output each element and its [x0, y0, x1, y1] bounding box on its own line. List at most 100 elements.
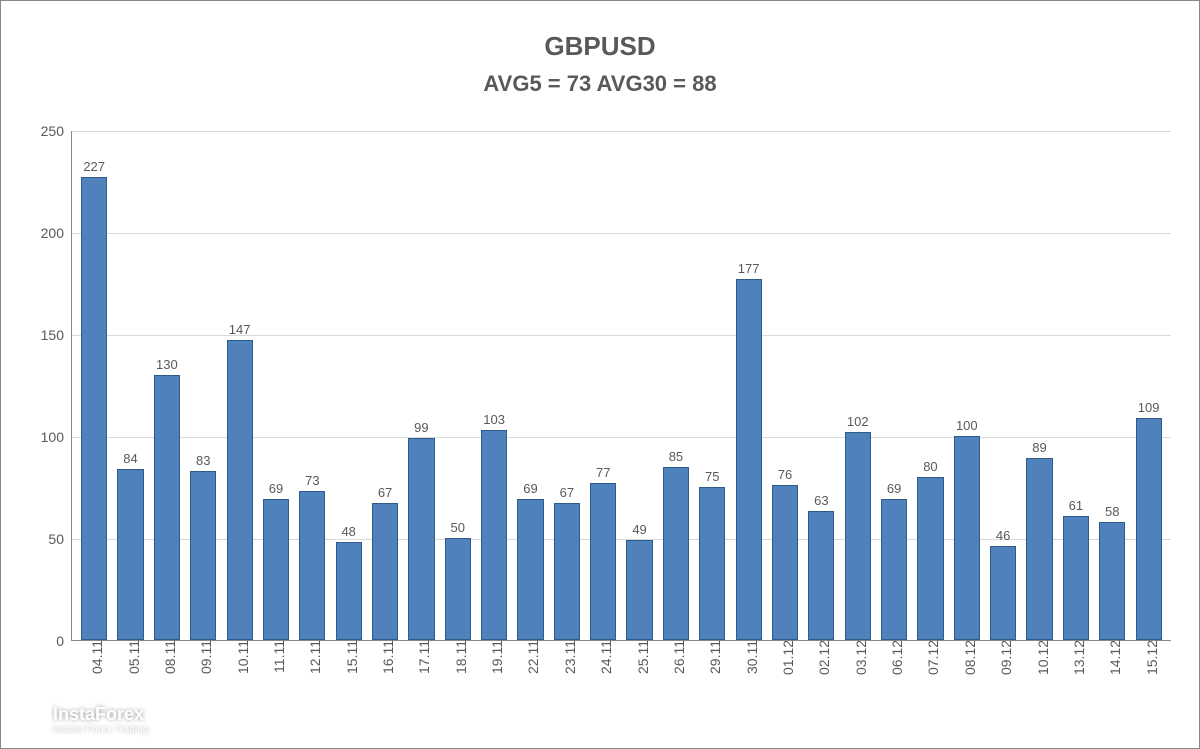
bar-group: 67	[549, 131, 585, 640]
y-tick-label: 200	[41, 225, 72, 241]
x-tick-label: 22.11	[519, 640, 541, 674]
bar	[445, 538, 471, 640]
x-tick-label: 10.11	[229, 640, 251, 674]
bar	[1136, 418, 1162, 640]
bar-group: 75	[694, 131, 730, 640]
x-tick-label: 17.11	[410, 640, 432, 674]
plot-area: 0501001502002502278413083147697348679950…	[71, 131, 1171, 641]
watermark-main-text: InstaForex	[53, 705, 149, 725]
bar	[990, 546, 1016, 640]
bar-value-label: 99	[414, 420, 428, 435]
bar-group: 46	[985, 131, 1021, 640]
bar-value-label: 80	[923, 459, 937, 474]
bar-group: 109	[1130, 131, 1166, 640]
bar-group: 77	[585, 131, 621, 640]
bar	[227, 340, 253, 640]
bar	[190, 471, 216, 640]
y-tick-label: 250	[41, 123, 72, 139]
chart-container: GBPUSD AVG5 = 73 AVG30 = 88 050100150200…	[0, 0, 1200, 749]
x-tick-label: 15.12	[1138, 640, 1160, 675]
x-tick-label: 05.11	[120, 640, 142, 674]
x-tick-label: 09.11	[192, 640, 214, 674]
bar-value-label: 50	[451, 520, 465, 535]
x-tick-label: 08.11	[156, 640, 178, 674]
x-tick-label: 23.11	[556, 640, 578, 674]
watermark: InstaForex Instant Forex Trading	[13, 704, 149, 736]
bar	[408, 438, 434, 640]
bar-value-label: 227	[83, 159, 105, 174]
bar	[336, 542, 362, 640]
bar-value-label: 67	[378, 485, 392, 500]
bar-value-label: 130	[156, 357, 178, 372]
bar-group: 69	[876, 131, 912, 640]
x-tick-label: 18.11	[447, 640, 469, 674]
bar	[808, 511, 834, 640]
bar-value-label: 67	[560, 485, 574, 500]
bar-group: 58	[1094, 131, 1130, 640]
bar	[845, 432, 871, 640]
bar	[954, 436, 980, 640]
bar-value-label: 84	[123, 451, 137, 466]
bar-value-label: 58	[1105, 504, 1119, 519]
bar	[263, 499, 289, 640]
bar	[481, 430, 507, 640]
x-tick-label: 10.12	[1029, 640, 1051, 675]
bar	[663, 467, 689, 640]
bar-group: 63	[803, 131, 839, 640]
y-tick-label: 100	[41, 429, 72, 445]
bar-value-label: 147	[229, 322, 251, 337]
bar	[299, 491, 325, 640]
bar	[1026, 458, 1052, 640]
bar-value-label: 102	[847, 414, 869, 429]
bar	[1063, 516, 1089, 640]
bar-value-label: 48	[341, 524, 355, 539]
bar-group: 84	[112, 131, 148, 640]
bar-group: 80	[912, 131, 948, 640]
bar-value-label: 89	[1032, 440, 1046, 455]
bar-group: 49	[621, 131, 657, 640]
bar	[154, 375, 180, 640]
bar-value-label: 75	[705, 469, 719, 484]
bar-value-label: 100	[956, 418, 978, 433]
x-tick-label: 15.11	[338, 640, 360, 674]
bar-value-label: 177	[738, 261, 760, 276]
bar-group: 99	[403, 131, 439, 640]
bar	[372, 503, 398, 640]
x-tick-label: 06.12	[883, 640, 905, 675]
x-tick-label: 24.11	[592, 640, 614, 674]
x-tick-label: 16.11	[374, 640, 396, 674]
y-tick-label: 150	[41, 327, 72, 343]
bar-group: 102	[840, 131, 876, 640]
bar	[772, 485, 798, 640]
x-tick-label: 13.12	[1065, 640, 1087, 675]
bar-group: 85	[658, 131, 694, 640]
bar-group: 89	[1021, 131, 1057, 640]
bar-value-label: 73	[305, 473, 319, 488]
chart-title: GBPUSD	[1, 31, 1199, 62]
bar-value-label: 85	[669, 449, 683, 464]
bar-value-label: 61	[1069, 498, 1083, 513]
bar-value-label: 69	[887, 481, 901, 496]
bar-value-label: 77	[596, 465, 610, 480]
x-tick-label: 07.12	[919, 640, 941, 675]
x-tick-label: 14.12	[1101, 640, 1123, 675]
bar-group: 76	[767, 131, 803, 640]
x-tick-label: 30.11	[738, 640, 760, 674]
x-tick-label: 29.11	[701, 640, 723, 674]
x-tick-label: 09.12	[992, 640, 1014, 675]
bar-value-label: 46	[996, 528, 1010, 543]
bar	[117, 469, 143, 640]
x-tick-label: 01.12	[774, 640, 796, 675]
watermark-text-group: InstaForex Instant Forex Trading	[53, 705, 149, 735]
instaforex-logo-icon	[13, 704, 45, 736]
bar	[699, 487, 725, 640]
bar-group: 73	[294, 131, 330, 640]
bar-group: 69	[258, 131, 294, 640]
x-tick-label: 26.11	[665, 640, 687, 674]
bar-group: 227	[76, 131, 112, 640]
x-tick-label: 11.11	[265, 640, 287, 673]
x-tick-label: 02.12	[810, 640, 832, 675]
x-tick-label: 03.12	[847, 640, 869, 675]
chart-subtitle: AVG5 = 73 AVG30 = 88	[1, 71, 1199, 97]
bar-group: 130	[149, 131, 185, 640]
